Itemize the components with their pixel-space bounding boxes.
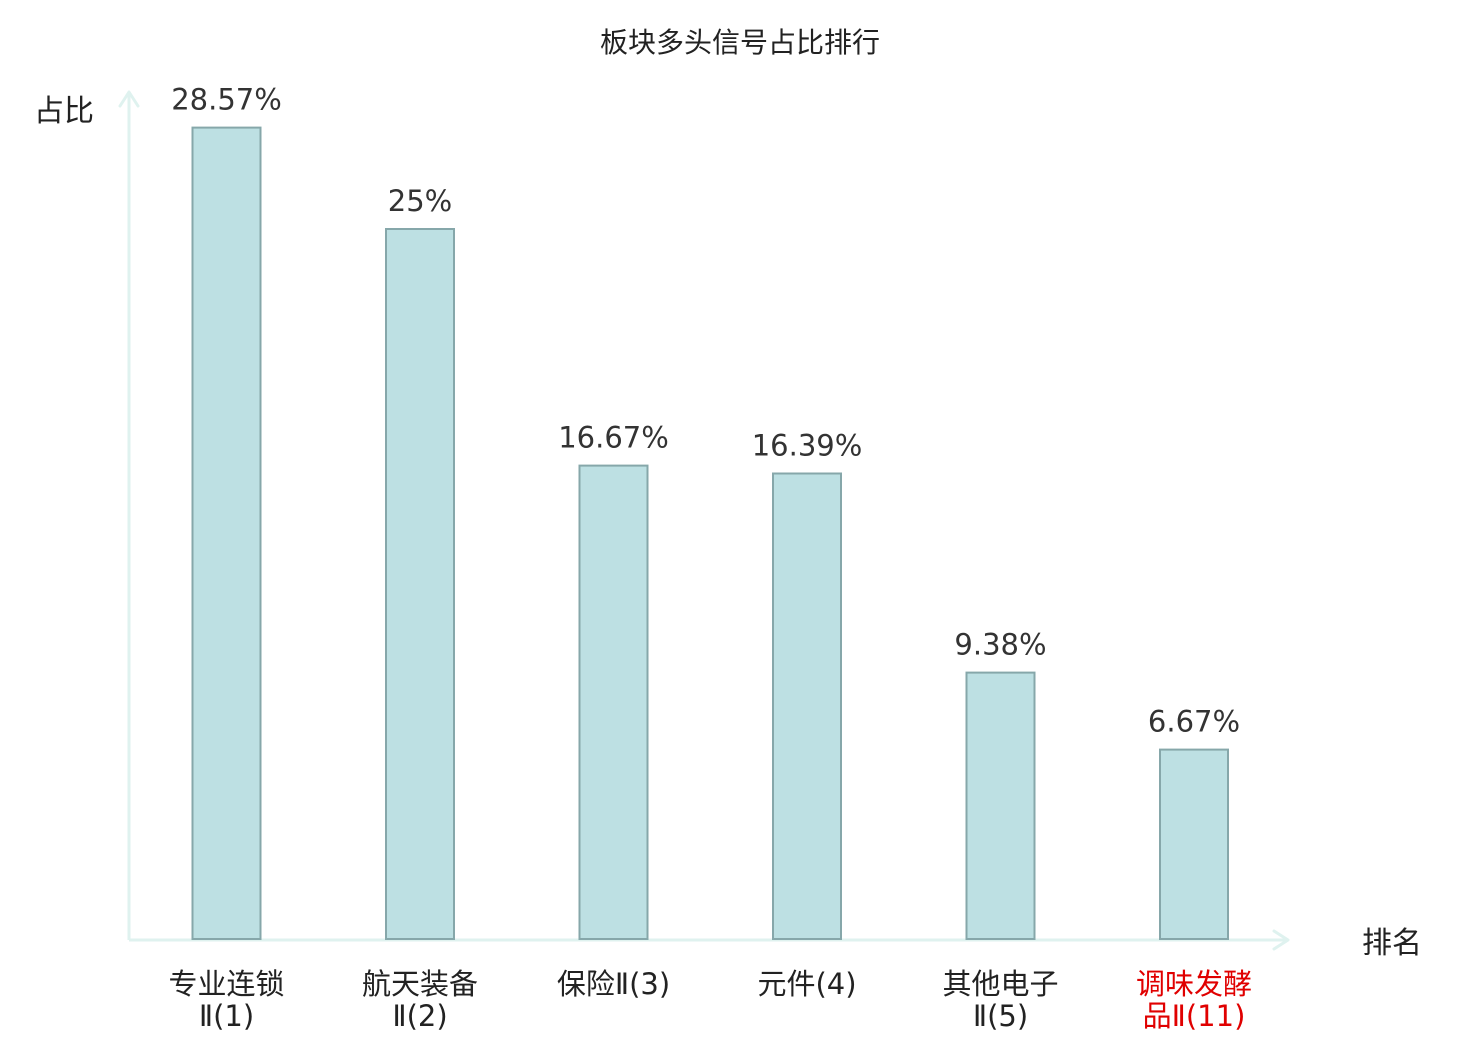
category-label-4: 元件(4) — [757, 967, 856, 1001]
x-axis-label: 排名 — [1362, 926, 1422, 961]
category-label-1: 专业连锁 Ⅱ(1) — [168, 967, 284, 1033]
category-label-5: 其他电子 Ⅱ(5) — [942, 967, 1058, 1033]
category-label-6: 调味发酵品Ⅱ(11) — [1136, 967, 1252, 1033]
y-axis-label: 占比 — [34, 94, 94, 129]
bars-group — [191, 126, 1229, 941]
value-label-2: 25% — [388, 184, 452, 218]
category-label-2-line-1: 航天装备 — [362, 967, 478, 1001]
chart-title: 板块多头信号占比排行 — [600, 26, 880, 59]
value-label-6: 6.67% — [1148, 705, 1240, 739]
x-axis-arrow-icon — [1272, 929, 1290, 951]
category-label-2-line-2: Ⅱ(2) — [392, 999, 447, 1033]
category-label-2: 航天装备 Ⅱ(2) — [362, 967, 478, 1033]
category-label-3: 保险Ⅱ(3) — [557, 967, 670, 1001]
category-label-6-line-1: 调味发酵 — [1136, 967, 1252, 1001]
bar-2 — [385, 228, 455, 940]
value-label-3: 16.67% — [558, 421, 669, 455]
category-label-4-line-1: 元件(4) — [757, 967, 856, 1001]
category-labels-group: 专业连锁 Ⅱ(1) 航天装备 Ⅱ(2) 保险Ⅱ(3) 元件(4) 其他电子 Ⅱ(5) 调味发酵品… — [168, 967, 1252, 1033]
category-label-5-line-2: Ⅱ(5) — [973, 999, 1028, 1033]
bar-1 — [191, 126, 262, 941]
category-label-6-line-2: 品Ⅱ(11) — [1143, 999, 1246, 1033]
category-label-3-line-1: 保险Ⅱ(3) — [557, 967, 670, 1001]
y-axis-arrow-icon — [118, 90, 140, 108]
value-labels-group: 28.57% 25% 16.67% 16.39% 9.38% 6.67% — [171, 83, 1240, 739]
bar-5 — [965, 671, 1036, 940]
value-label-4: 16.39% — [752, 429, 863, 463]
bar-3 — [578, 464, 649, 940]
bar-4 — [772, 472, 842, 940]
value-label-5: 9.38% — [954, 628, 1046, 662]
category-label-1-line-2: Ⅱ(1) — [199, 999, 254, 1033]
axes — [118, 90, 1290, 951]
category-label-5-line-1: 其他电子 — [942, 967, 1058, 1001]
value-label-1: 28.57% — [171, 83, 282, 117]
category-label-1-line-1: 专业连锁 — [168, 967, 284, 1001]
bar-6 — [1159, 748, 1229, 940]
